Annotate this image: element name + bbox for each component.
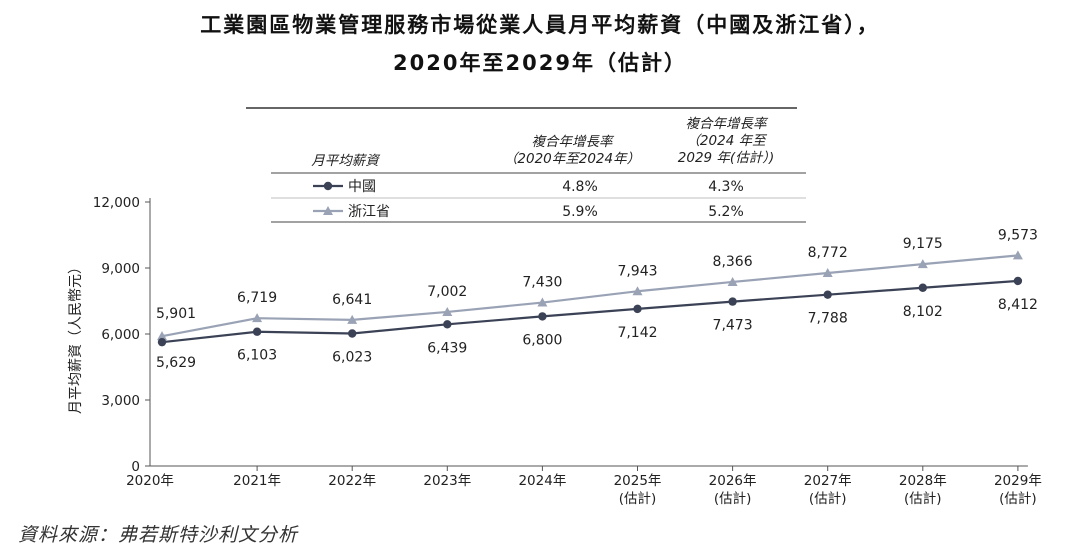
legend-col2-header: （2024 年至 [686,133,768,149]
data-point-zhejiang [727,276,738,286]
data-point-zhejiang [442,306,453,316]
x-tick-label: 2022年 [328,473,376,489]
data-label-china: 8,412 [998,297,1038,313]
legend-col2-header: 複合年增長率 [686,116,769,132]
y-tick-label: 9,000 [101,261,140,277]
x-tick-label: 2029年 [994,473,1042,489]
data-point-zhejiang [252,313,263,323]
data-point-china [252,327,262,336]
x-tick-label: 2027年 [804,473,852,489]
data-label-zhejiang: 9,573 [998,227,1038,243]
x-tick-label: 2021年 [233,473,281,489]
data-point-zhejiang [822,268,833,278]
data-point-china [443,320,452,329]
x-tick-label: 2025年 [614,473,662,489]
x-tick-label: 2023年 [423,473,471,489]
legend-col1-header: （2020年至2024年） [504,151,640,167]
data-label-china: 6,103 [237,348,277,364]
data-label-china: 7,142 [617,325,657,341]
x-tick-label: (估計) [904,491,942,507]
data-label-zhejiang: 7,943 [617,263,657,279]
legend-swatch-marker [323,181,333,191]
data-label-china: 6,800 [522,332,562,348]
legend-col2-header: 2029 年(估計）) [678,150,774,166]
data-label-china: 5,629 [156,355,196,371]
data-point-zhejiang [347,314,358,324]
data-point-zhejiang [1012,250,1023,260]
data-source-note: 資料來源：弗若斯特沙利文分析 [18,524,299,546]
series-line-china [161,279,1018,344]
data-point-china [348,329,357,338]
legend-row-cagr1: 5.9% [562,204,598,220]
data-label-china: 8,102 [903,304,943,320]
y-tick-label: 0 [131,459,140,475]
data-point-zhejiang [157,331,167,341]
data-label-zhejiang: 5,901 [156,306,196,322]
legend-row-name: 中國 [348,179,376,195]
data-label-china: 6,023 [332,349,372,365]
x-tick-label: (估計) [619,491,657,507]
chart-title-line2: 2020年至2029年（估計） [393,51,687,75]
data-point-china [918,283,927,292]
data-point-china [633,304,642,314]
x-tick-label: 2024年 [518,473,566,489]
series-line-zhejiang [161,254,1019,338]
data-label-zhejiang: 7,430 [522,275,562,291]
x-tick-label: (估計) [999,491,1037,507]
chart-title-line1: 工業園區物業管理服務市場從業人員月平均薪資（中國及浙江省）， [200,13,880,37]
x-tick-label: 2028年 [899,473,947,489]
y-tick-label: 12,000 [93,195,140,211]
data-label-zhejiang: 8,366 [713,254,753,270]
y-tick-label: 6,000 [101,327,140,343]
x-tick-label: (估計) [809,491,847,507]
x-tick-label: (估計) [714,491,752,507]
legend-row-cagr1: 4.8% [562,179,598,195]
data-label-zhejiang: 9,175 [903,236,943,252]
legend-col1-header: 複合年增長率 [532,134,615,150]
data-label-china: 7,788 [808,311,848,327]
data-label-zhejiang: 6,641 [332,292,372,308]
data-label-china: 6,439 [427,340,467,356]
legend-row-cagr2: 5.2% [708,204,744,220]
data-label-zhejiang: 7,002 [427,284,467,300]
data-point-zhejiang [632,286,643,296]
x-tick-label: 2026年 [709,473,757,489]
data-point-china [1013,276,1023,286]
legend-row-name: 浙江省 [348,204,390,220]
data-point-zhejiang [917,259,928,269]
data-point-china [728,297,737,306]
data-point-china [823,290,832,299]
data-point-china [157,337,167,347]
data-point-china [538,312,547,321]
x-tick-label: 2020年 [126,473,174,489]
data-point-zhejiang [537,297,548,307]
legend-header-label: 月平均薪資 [311,153,381,169]
data-label-zhejiang: 6,719 [237,290,277,306]
legend-row-cagr2: 4.3% [708,179,744,195]
data-label-china: 7,473 [713,318,753,334]
y-tick-label: 3,000 [101,393,140,409]
data-label-zhejiang: 8,772 [808,245,848,261]
y-axis-label: 月平均薪資（人民幣元） [68,260,84,414]
legend-swatch-marker [323,206,333,215]
